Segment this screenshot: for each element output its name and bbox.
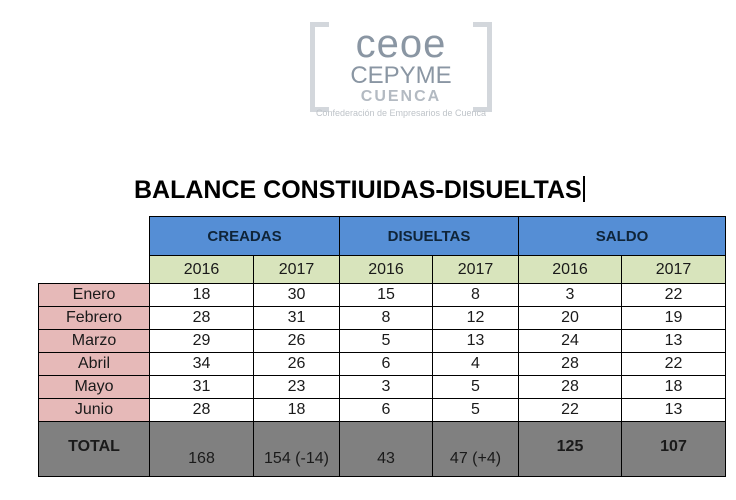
group-header-saldo: SALDO <box>518 216 726 256</box>
value-cell: 30 <box>253 283 340 307</box>
value-cell: 20 <box>518 306 622 330</box>
value-cell: 8 <box>432 283 519 307</box>
value-cell: 5 <box>432 375 519 399</box>
logo-cepyme-text: CEPYME <box>350 62 452 89</box>
group-header-row: CREADAS DISUELTAS SALDO <box>38 216 726 256</box>
total-cell: 47 (+4) <box>432 421 519 477</box>
value-cell: 13 <box>621 398 726 422</box>
balance-table: CREADAS DISUELTAS SALDO 2016 2017 2016 2… <box>38 216 726 477</box>
value-cell: 5 <box>432 398 519 422</box>
month-cell: Mayo <box>38 375 150 399</box>
year-header-row: 2016 2017 2016 2017 2016 2017 <box>38 255 726 284</box>
value-cell: 4 <box>432 352 519 376</box>
total-cell: 168 <box>149 421 254 477</box>
month-cell: Febrero <box>38 306 150 330</box>
year-header: 2016 <box>149 255 254 284</box>
value-cell: 31 <box>149 375 254 399</box>
total-cell: 107 <box>621 421 726 477</box>
value-cell: 26 <box>253 329 340 353</box>
table-row: Enero 18 30 15 8 3 22 <box>38 283 726 307</box>
value-cell: 15 <box>339 283 433 307</box>
value-cell: 3 <box>518 283 622 307</box>
logo-left-bracket <box>310 22 329 112</box>
year-header: 2016 <box>518 255 622 284</box>
value-cell: 5 <box>339 329 433 353</box>
value-cell: 24 <box>518 329 622 353</box>
value-cell: 28 <box>518 375 622 399</box>
value-cell: 28 <box>149 306 254 330</box>
total-label: TOTAL <box>38 421 150 477</box>
table-row: Mayo 31 23 3 5 28 18 <box>38 375 726 399</box>
table-row: Marzo 29 26 5 13 24 13 <box>38 329 726 353</box>
group-header-creadas: CREADAS <box>149 216 340 256</box>
table-row: Abril 34 26 6 4 28 22 <box>38 352 726 376</box>
table-row: Junio 28 18 6 5 22 13 <box>38 398 726 422</box>
table-row: Febrero 28 31 8 12 20 19 <box>38 306 726 330</box>
month-cell: Junio <box>38 398 150 422</box>
value-cell: 28 <box>518 352 622 376</box>
month-cell: Marzo <box>38 329 150 353</box>
total-cell: 43 <box>339 421 433 477</box>
total-cell: 154 (-14) <box>253 421 340 477</box>
value-cell: 18 <box>149 283 254 307</box>
value-cell: 22 <box>621 283 726 307</box>
empty-corner-cell <box>38 216 150 256</box>
group-header-disueltas: DISUELTAS <box>339 216 519 256</box>
value-cell: 23 <box>253 375 340 399</box>
value-cell: 3 <box>339 375 433 399</box>
value-cell: 13 <box>621 329 726 353</box>
year-header: 2017 <box>253 255 340 284</box>
value-cell: 18 <box>621 375 726 399</box>
logo-ceoe-text: ceoe <box>355 22 447 66</box>
empty-corner-cell <box>38 255 150 284</box>
value-cell: 6 <box>339 352 433 376</box>
value-cell: 26 <box>253 352 340 376</box>
ceoe-cepyme-logo: ceoe CEPYME CUENCA Confederación de Empr… <box>308 20 494 120</box>
month-cell: Enero <box>38 283 150 307</box>
year-header: 2017 <box>621 255 726 284</box>
value-cell: 18 <box>253 398 340 422</box>
logo-subtitle: Confederación de Empresarios de Cuenca <box>315 108 487 118</box>
total-cell: 125 <box>518 421 622 477</box>
total-row: TOTAL 168 154 (-14) 43 47 (+4) 125 107 <box>38 421 726 477</box>
value-cell: 12 <box>432 306 519 330</box>
value-cell: 22 <box>518 398 622 422</box>
value-cell: 6 <box>339 398 433 422</box>
document-title[interactable]: BALANCE CONSTIUIDAS-DISUELTAS <box>134 176 585 205</box>
value-cell: 28 <box>149 398 254 422</box>
year-header: 2016 <box>339 255 433 284</box>
value-cell: 13 <box>432 329 519 353</box>
value-cell: 34 <box>149 352 254 376</box>
value-cell: 29 <box>149 329 254 353</box>
year-header: 2017 <box>432 255 519 284</box>
logo-cuenca-text: CUENCA <box>360 88 442 105</box>
value-cell: 22 <box>621 352 726 376</box>
title-text: BALANCE CONSTIUIDAS-DISUELTAS <box>134 176 582 204</box>
logo-right-bracket <box>473 22 492 112</box>
month-cell: Abril <box>38 352 150 376</box>
value-cell: 31 <box>253 306 340 330</box>
value-cell: 19 <box>621 306 726 330</box>
text-cursor <box>582 176 585 202</box>
value-cell: 8 <box>339 306 433 330</box>
